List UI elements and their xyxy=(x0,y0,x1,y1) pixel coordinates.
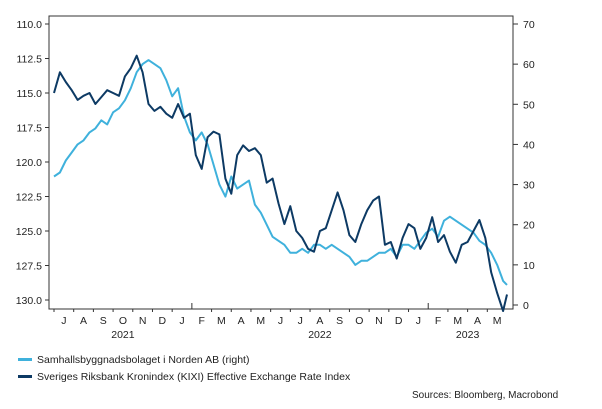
month-label: S xyxy=(336,315,343,327)
month-label: J xyxy=(61,315,66,327)
legend-label-kix: Sveriges Riksbank Kronindex (KIXI) Effec… xyxy=(37,370,351,383)
right-tick-label: 70 xyxy=(523,19,535,31)
month-label: J xyxy=(416,315,421,327)
legend: Samhallsbyggnadsbolaget i Norden AB (rig… xyxy=(18,351,350,385)
year-label: 2023 xyxy=(456,329,480,340)
left-tick-label: 130.0 xyxy=(16,295,42,307)
month-label: F xyxy=(199,315,205,327)
right-tick-label: 40 xyxy=(523,139,535,151)
month-label: A xyxy=(238,315,245,327)
month-label: N xyxy=(139,315,147,327)
right-tick-label: 10 xyxy=(523,260,535,272)
series-layer xyxy=(53,54,508,312)
month-label: M xyxy=(493,315,502,327)
source-note: Sources: Bloomberg, Macrobond xyxy=(412,390,559,401)
legend-swatch-kix xyxy=(18,375,32,378)
month-label: O xyxy=(119,315,127,327)
month-label: S xyxy=(100,315,107,327)
left-tick-label: 115.0 xyxy=(17,88,43,100)
month-label: A xyxy=(80,315,87,327)
right-tick-label: 30 xyxy=(523,180,535,192)
right-tick-label: 0 xyxy=(523,300,529,312)
month-label: M xyxy=(256,315,265,327)
legend-item-sbb: Samhallsbyggnadsbolaget i Norden AB (rig… xyxy=(18,351,350,368)
year-label: 2022 xyxy=(308,329,332,340)
month-label: A xyxy=(474,315,481,327)
month-label: D xyxy=(159,315,167,327)
month-label: F xyxy=(435,315,441,327)
month-label: J xyxy=(179,315,184,327)
month-label: O xyxy=(355,315,363,327)
legend-item-kix: Sveriges Riksbank Kronindex (KIXI) Effec… xyxy=(18,368,350,385)
legend-label-sbb: Samhallsbyggnadsbolaget i Norden AB (rig… xyxy=(37,353,250,366)
year-label: 2021 xyxy=(111,329,135,340)
month-label: D xyxy=(395,315,403,327)
month-label: M xyxy=(453,315,462,327)
right-tick-label: 60 xyxy=(523,59,535,71)
left-tick-label: 127.5 xyxy=(16,261,42,273)
right-tick-label: 50 xyxy=(523,99,535,111)
series-line-kix xyxy=(53,54,508,312)
left-tick-label: 112.5 xyxy=(17,54,43,66)
month-label: N xyxy=(375,315,383,327)
month-label: M xyxy=(217,315,226,327)
left-axis: 110.0 112.5 115.0 117.5 120.0 122.5 125.0 127.5… xyxy=(16,19,49,307)
left-tick-label: 117.5 xyxy=(17,123,43,135)
month-label: J xyxy=(278,315,283,327)
right-tick-label: 20 xyxy=(523,220,535,232)
plot-frame xyxy=(48,15,514,310)
left-tick-label: 110.0 xyxy=(17,19,43,31)
series-line-sbb xyxy=(53,59,508,286)
legend-swatch-sbb xyxy=(18,358,32,361)
left-tick-label: 125.0 xyxy=(16,226,42,238)
right-axis: 0 10 20 30 40 50 60 70 xyxy=(513,19,535,312)
month-label: J xyxy=(298,315,303,327)
month-label: A xyxy=(316,315,323,327)
left-tick-label: 120.0 xyxy=(16,157,42,169)
left-tick-label: 122.5 xyxy=(16,192,42,204)
chart-area: 110.0 112.5 115.0 117.5 120.0 122.5 125.0 127.5… xyxy=(16,15,535,340)
